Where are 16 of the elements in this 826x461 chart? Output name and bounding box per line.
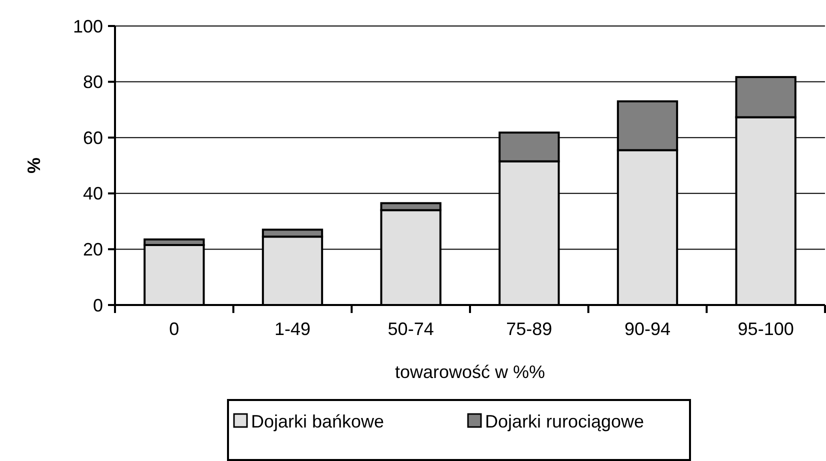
legend-label: Dojarki rurociągowe [485,411,644,432]
y-tick-label: 0 [92,295,103,316]
x-tick-label: 50-74 [388,319,434,339]
y-tick-label: 40 [82,184,103,204]
x-tick-label: 95-100 [738,319,794,339]
y-tick-label: 60 [82,128,103,148]
x-tick-label: 0 [169,319,180,339]
x-tick-label: 1-49 [274,319,311,339]
y-axis-title: % [24,157,44,174]
x-tick-label: 90-94 [624,319,671,339]
x-axis-title: towarowość w %% [394,362,546,382]
legend-label: Dojarki bańkowe [251,411,384,432]
y-tick-label: 100 [72,16,103,36]
x-tick-label: 75-89 [506,319,552,339]
y-tick-label: 80 [82,72,103,92]
y-tick-label: 20 [82,240,103,260]
